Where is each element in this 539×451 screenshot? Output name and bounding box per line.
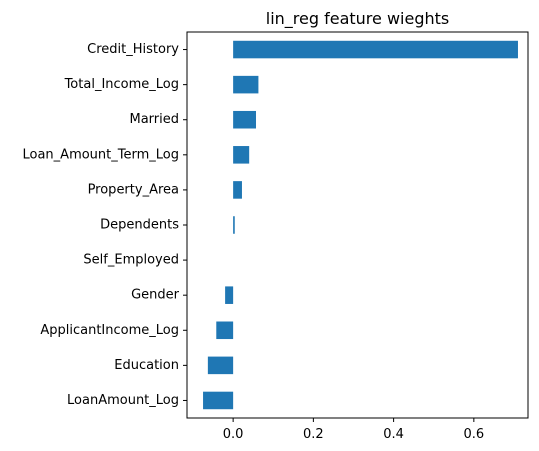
bar-gender (225, 286, 234, 304)
y-axis: Credit_History Total_Income_Log Married Loa… (23, 42, 187, 408)
bar-property-area (233, 181, 242, 199)
bar-total-income-log (233, 75, 259, 94)
bar-credit-history (233, 40, 518, 59)
chart-title: lin_reg feature wieghts (266, 9, 449, 29)
x-tick-label: 0.6 (463, 427, 484, 442)
x-tick-label: 0.0 (223, 427, 244, 442)
bar-loan-amount-term-log (233, 146, 250, 164)
x-axis: 0.0 0.2 0.4 0.6 (223, 418, 484, 442)
bar-dependents (233, 216, 235, 234)
plot-frame (186, 31, 529, 419)
y-tick-label: Self_Employed (83, 253, 179, 268)
y-tick-label: Loan_Amount_Term_Log (23, 147, 180, 162)
bar-loanamount-log (203, 391, 234, 410)
bar-education (207, 356, 234, 375)
bar-married (233, 110, 257, 129)
y-tick-label: LoanAmount_Log (67, 393, 179, 408)
x-tick-label: 0.2 (303, 427, 324, 442)
y-tick-label: Dependents (100, 218, 179, 233)
bars-group (203, 40, 518, 410)
y-tick-label: Education (114, 358, 179, 373)
x-tick-label: 0.4 (383, 427, 404, 442)
y-tick-label: Married (129, 112, 179, 127)
y-tick-label: Gender (131, 288, 180, 303)
y-tick-label: Credit_History (87, 42, 179, 57)
y-tick-label: Property_Area (88, 182, 179, 197)
y-tick-label: ApplicantIncome_Log (40, 323, 179, 338)
bar-applicantincome-log (216, 321, 234, 340)
y-tick-label: Total_Income_Log (64, 77, 179, 92)
